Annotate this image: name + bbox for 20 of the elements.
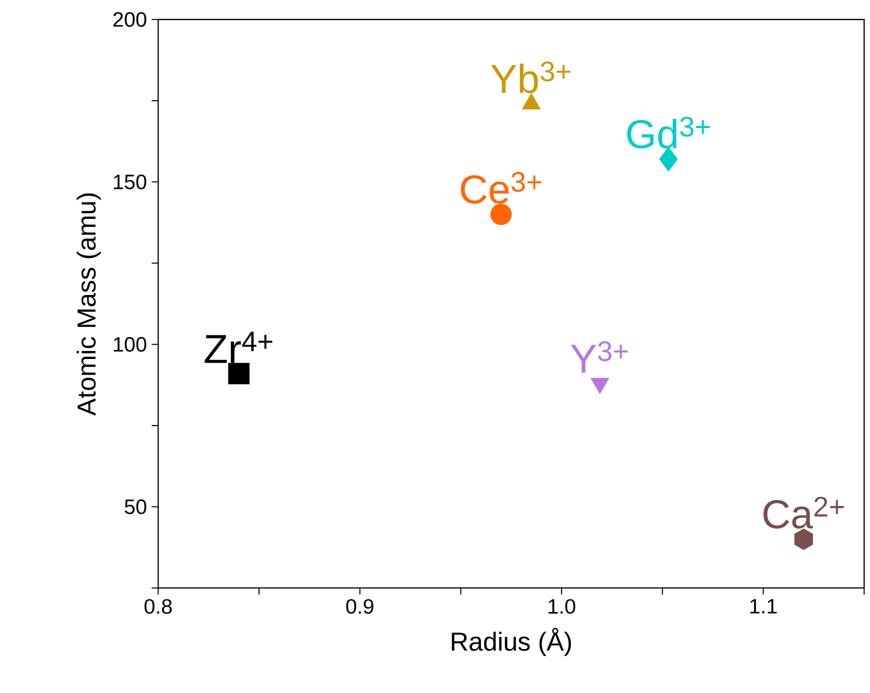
x-axis-title: Radius (Å) (452, 628, 571, 656)
series-label: Ca$^{2+}$ (764, 496, 844, 528)
y-tick-label: 100 (114, 336, 146, 352)
y-axis-title: Atomic Mass (amu) (76, 193, 101, 416)
series-label: Gd$^{3+}$ (627, 116, 710, 148)
point (659, 146, 678, 172)
y-tick-label: 50 (124, 499, 146, 514)
point (490, 204, 512, 225)
x-tick-label: 1.1 (750, 598, 777, 614)
point (228, 362, 250, 384)
series-label: Ce$^{3+}$ (460, 172, 542, 204)
series-label: Y$^{3+}$ (570, 341, 628, 373)
legend-label: Zr$^{4+}$ (204, 332, 272, 363)
y-tick-label: 200 (113, 12, 146, 27)
point (794, 528, 813, 550)
x-tick-label: 0.9 (346, 598, 374, 614)
series-label: Yb$^{3+}$ (491, 61, 570, 94)
x-tick-label: 0.8 (144, 598, 172, 614)
x-tick-label: 1.0 (548, 598, 576, 614)
y-tick-label: 150 (114, 174, 146, 190)
